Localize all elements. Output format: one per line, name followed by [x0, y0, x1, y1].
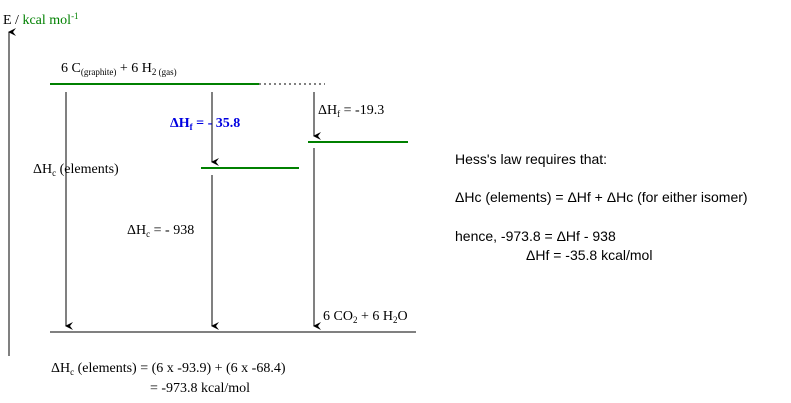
enthalpy-symbol: H — [42, 162, 53, 177]
delta-symbol: Δ — [318, 103, 328, 118]
hess-result: ΔHf = -35.8 kcal/mol — [526, 247, 653, 263]
bottom-result: = -973.8 kcal/mol — [150, 381, 251, 396]
axis-label-prefix: E / — [3, 13, 23, 28]
products-h2o-sub: 2 — [392, 315, 398, 325]
axis-label: E / kcal mol-1 — [3, 12, 79, 28]
elements-hydrogen-state: 2 (gas) — [151, 67, 177, 77]
elements-label: 6 C(graphite) + 6 H2 (gas) — [61, 62, 177, 77]
enthalpy-subscript: f — [189, 122, 193, 132]
bottom-equation-text: (elements) = (6 x -93.9) + (6 x -68.4) — [74, 361, 286, 376]
delta-symbol: Δ — [127, 223, 137, 238]
enthalpy-symbol: H — [327, 103, 338, 118]
enthalpy-subscript: c — [70, 367, 75, 377]
products-co2: 6 CO — [323, 309, 353, 324]
enthalpy-subscript: f — [337, 109, 341, 119]
enthalpy-subscript: c — [146, 229, 151, 239]
products-h2o-o: O — [397, 309, 408, 324]
elements-carbon-state: (graphite) — [80, 67, 117, 77]
dhc-isomer-value: = - 938 — [150, 223, 195, 238]
dhf-isomer-b-value: = -19.3 — [340, 103, 385, 118]
dhc-isomer-label: ΔHc = - 938 — [127, 224, 194, 239]
delta-symbol: Δ — [170, 116, 179, 131]
dhf-isomer-a-value: = - 35.8 — [192, 116, 241, 131]
hess-equation: ΔHc (elements) = ΔHf + ΔHc (for either i… — [455, 189, 748, 205]
delta-symbol: Δ — [33, 162, 43, 177]
axis-unit: kcal mol-1 — [22, 11, 79, 28]
dhf-isomer-b-label: ΔHf = -19.3 — [318, 104, 384, 119]
products-label: 6 CO2 + 6 H2O — [323, 310, 408, 325]
elements-hydrogen: + 6 H — [116, 61, 152, 76]
hess-heading: Hess's law requires that: — [455, 151, 608, 167]
delta-symbol: Δ — [51, 361, 61, 376]
hess-substitution: hence, -973.8 = ΔHf - 938 — [455, 228, 616, 244]
dhc-elements-text: (elements) — [56, 162, 119, 177]
enthalpy-symbol: H — [136, 223, 147, 238]
dhc-elements-label: ΔHc (elements) — [33, 163, 119, 178]
dhf-isomer-a-label: ΔHf = - 35.8 — [170, 117, 240, 132]
enthalpy-symbol: H — [178, 116, 190, 131]
products-h2o: + 6 H — [357, 309, 393, 324]
bottom-equation: ΔHc (elements) = (6 x -93.9) + (6 x -68.… — [51, 362, 286, 377]
axis-unit-text: kcal mol — [22, 13, 72, 28]
elements-carbon: 6 C — [61, 61, 81, 76]
enthalpy-symbol: H — [60, 361, 71, 376]
products-co2-sub: 2 — [352, 315, 358, 325]
enthalpy-subscript: c — [52, 168, 57, 178]
axis-unit-exponent: -1 — [71, 11, 79, 21]
